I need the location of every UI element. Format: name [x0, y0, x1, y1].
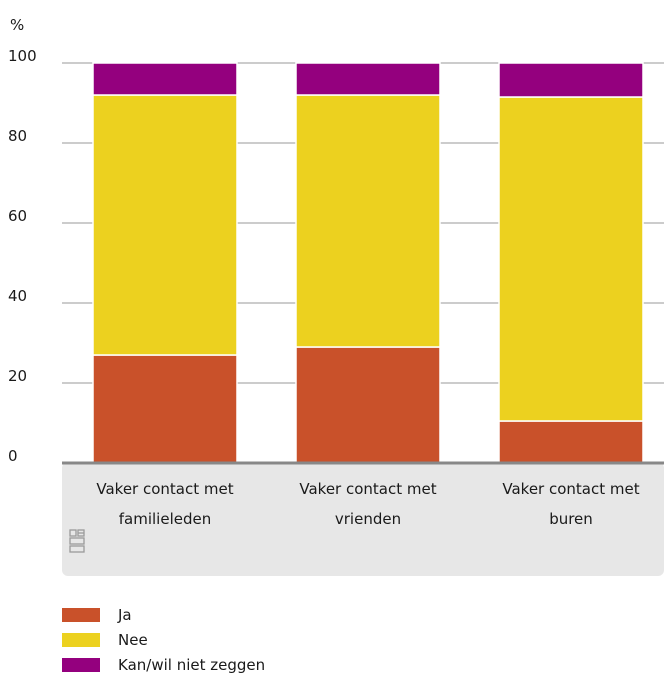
bar-3-series-3	[498, 62, 644, 98]
legend-item-nee: Nee	[62, 630, 265, 649]
legend-swatch-ja	[62, 607, 100, 622]
bar-3-series-1	[498, 420, 644, 464]
bar-1-series-1	[92, 354, 238, 464]
category-label-2-line-2: vrienden	[335, 510, 401, 528]
bar-1-series-2	[92, 94, 238, 356]
y-tick-label-100: 100	[8, 47, 37, 65]
legend: Ja Nee Kan/wil niet zeggen	[62, 606, 265, 681]
legend-label-ja: Ja	[118, 605, 132, 624]
legend-label-nee: Nee	[118, 630, 148, 649]
stacked-bar-chart: 0 20 40 60 80 100 % Vaker contact met familiel…	[8, 16, 664, 576]
category-label-2-line-1: Vaker contact met	[299, 480, 436, 498]
cbs-logo	[69, 529, 85, 553]
bar-2-series-1	[295, 346, 441, 464]
category-label-1-line-1: Vaker contact met	[96, 480, 233, 498]
y-tick-label-40: 40	[8, 287, 27, 305]
bars	[92, 62, 644, 464]
legend-swatch-kan-wil-niet-zeggen	[62, 657, 100, 672]
legend-swatch-nee	[62, 632, 100, 647]
bar-1-series-3	[92, 62, 238, 96]
y-tick-label-60: 60	[8, 207, 27, 225]
y-tick-label-20: 20	[8, 367, 27, 385]
category-label-3-line-1: Vaker contact met	[502, 480, 639, 498]
y-tick-labels: 0 20 40 60 80 100	[8, 47, 37, 465]
category-labels: Vaker contact met familieleden Vaker conta…	[96, 480, 639, 528]
y-tick-label-80: 80	[8, 127, 27, 145]
category-label-1-line-2: familieleden	[119, 510, 211, 528]
bar-2-series-3	[295, 62, 441, 96]
y-tick-label-0: 0	[8, 447, 18, 465]
y-axis-unit: %	[10, 16, 24, 34]
legend-item-kan-wil-niet-zeggen: Kan/wil niet zeggen	[62, 655, 266, 674]
category-label-3-line-2: buren	[549, 510, 593, 528]
category-axis-panel	[62, 462, 664, 576]
legend-item-ja: Ja	[62, 605, 265, 624]
bar-2-series-2	[295, 94, 441, 348]
legend-label-kan-wil-niet-zeggen: Kan/wil niet zeggen	[118, 655, 266, 674]
bar-3-series-2	[498, 96, 644, 422]
